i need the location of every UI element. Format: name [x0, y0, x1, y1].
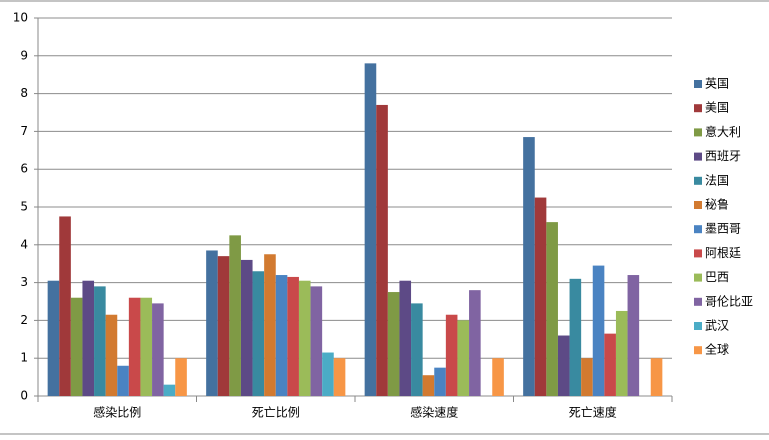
- y-tick-label: 6: [20, 162, 28, 176]
- legend-swatch: [694, 346, 702, 355]
- legend-label: 美国: [705, 101, 729, 115]
- y-tick-label: 4: [20, 237, 28, 251]
- x-tick-label: 感染速度: [410, 405, 458, 420]
- bar: [557, 335, 570, 396]
- bar: [117, 365, 129, 396]
- y-tick-label: 10: [13, 11, 28, 25]
- y-tick-label: 7: [20, 124, 28, 138]
- legend-swatch: [694, 104, 702, 113]
- bar: [59, 216, 71, 396]
- x-tick-label: 感染比例: [93, 405, 141, 420]
- legend-swatch: [694, 249, 702, 258]
- bar: [105, 314, 118, 396]
- legend-label: 哥伦比亚: [705, 293, 753, 308]
- legend-swatch: [694, 297, 702, 306]
- bar: [469, 290, 481, 396]
- y-tick-label: 2: [20, 313, 28, 327]
- bar: [152, 303, 164, 396]
- bar: [229, 235, 241, 396]
- bar: [140, 297, 153, 396]
- legend-swatch: [694, 225, 702, 234]
- y-tick-label: 9: [20, 48, 28, 62]
- legend-swatch: [694, 273, 702, 282]
- bar: [252, 271, 265, 396]
- bar: [434, 367, 446, 396]
- bar: [581, 358, 593, 396]
- bar: [175, 358, 187, 396]
- bar: [592, 265, 605, 396]
- bar: [411, 303, 423, 396]
- y-tick-label: 3: [20, 275, 28, 289]
- bar: [287, 276, 299, 396]
- bar: [615, 310, 628, 396]
- legend-label: 武汉: [705, 319, 729, 333]
- bar: [445, 314, 458, 396]
- bar: [163, 384, 176, 396]
- x-tick-label: 死亡速度: [569, 405, 617, 420]
- bar: [387, 292, 400, 396]
- bar: [492, 358, 504, 396]
- bar: [240, 259, 253, 396]
- legend-label: 全球: [705, 342, 729, 357]
- bar: [70, 297, 83, 396]
- bar: [399, 280, 412, 396]
- bar: [298, 280, 311, 396]
- bar: [569, 278, 582, 396]
- bar: [82, 280, 95, 396]
- bar: [128, 297, 141, 396]
- legend-label: 法国: [705, 173, 729, 187]
- legend-swatch: [694, 128, 702, 137]
- bar: [94, 286, 106, 396]
- bar: [275, 275, 288, 396]
- legend-label: 西班牙: [705, 149, 741, 163]
- legend-label: 秘鲁: [705, 198, 729, 212]
- bar: [546, 222, 558, 396]
- bar: [457, 320, 470, 396]
- x-tick-label: 死亡比例: [252, 406, 300, 420]
- y-tick-label: 0: [20, 389, 28, 403]
- legend-label: 阿根廷: [705, 246, 741, 260]
- bar: [650, 358, 663, 396]
- bar: [364, 63, 377, 397]
- y-tick-label: 1: [20, 351, 28, 365]
- legend-swatch: [694, 201, 702, 209]
- bar: [604, 333, 616, 396]
- legend-label: 巴西: [705, 270, 729, 284]
- legend-swatch: [694, 80, 702, 88]
- bar: [47, 280, 60, 396]
- bar: [422, 375, 435, 396]
- legend-label: 意大利: [705, 124, 741, 139]
- bar: [333, 358, 346, 396]
- bar: [217, 256, 230, 396]
- bar: [310, 286, 323, 396]
- bar: [264, 254, 276, 396]
- bar: [523, 137, 535, 396]
- bar: [322, 352, 334, 396]
- bar: [206, 250, 218, 396]
- legend-swatch: [694, 176, 702, 185]
- bar: [627, 275, 640, 396]
- legend-label: 英国: [705, 77, 729, 91]
- y-tick-label: 8: [20, 86, 28, 100]
- bar: [376, 104, 388, 396]
- legend-label: 墨西哥: [705, 222, 741, 236]
- legend-swatch: [694, 322, 702, 330]
- bar: [534, 197, 547, 396]
- y-tick-label: 5: [20, 200, 28, 214]
- legend-swatch: [694, 152, 702, 161]
